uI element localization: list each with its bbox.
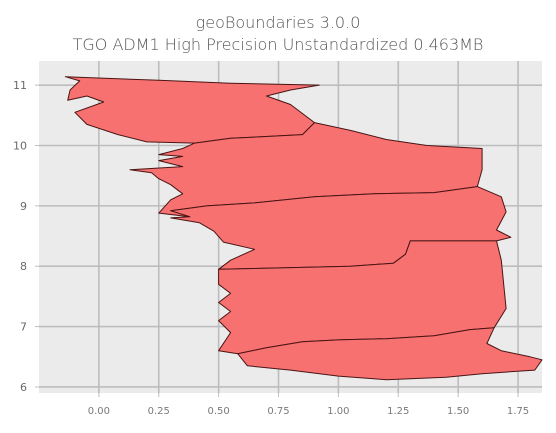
y-tick-label: 7 [20,321,27,334]
x-axis: 0.00 0.25 0.50 0.75 1.00 1.25 1.50 1.75 [88,393,529,417]
x-tick-label: 0.25 [148,406,170,417]
y-tick-label: 11 [13,79,27,92]
x-tick-label: 0.00 [88,406,110,417]
x-tick-label: 0.75 [267,406,289,417]
title-line-1: geoBoundaries 3.0.0 [196,13,361,32]
x-tick-label: 1.25 [387,406,409,417]
y-tick-label: 6 [20,381,27,394]
region-5 [237,327,543,381]
y-tick-label: 9 [20,200,27,213]
map-regions [64,76,543,381]
x-tick-label: 0.50 [208,406,230,417]
x-tick-label: 1.75 [507,406,529,417]
x-tick-label: 1.50 [447,406,469,417]
y-tick-label: 8 [20,260,27,273]
y-tick-label: 10 [13,140,27,153]
title-line-2: TGO ADM1 High Precision Unstandardized 0… [73,35,484,54]
x-tick-label: 1.00 [327,406,349,417]
y-axis: 6 7 8 9 10 11 [13,79,39,394]
